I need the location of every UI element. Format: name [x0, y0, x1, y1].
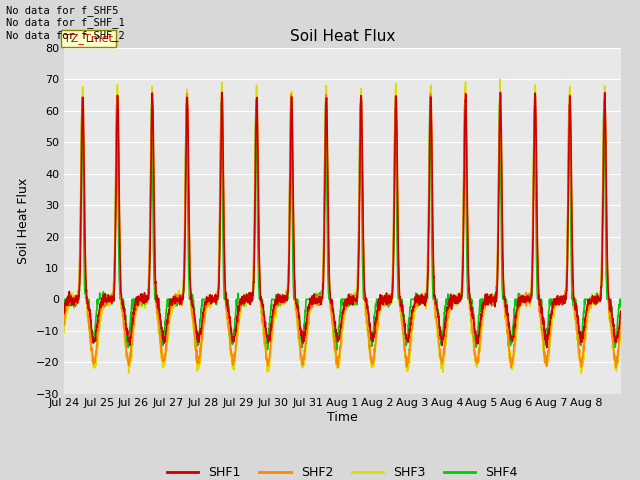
Text: No data for f_SHF5
No data for f_SHF_1
No data for f_SHF_2: No data for f_SHF5 No data for f_SHF_1 N… — [6, 5, 125, 41]
X-axis label: Time: Time — [327, 411, 358, 424]
Text: TZ_Tmet: TZ_Tmet — [64, 33, 113, 44]
Legend: SHF1, SHF2, SHF3, SHF4: SHF1, SHF2, SHF3, SHF4 — [162, 461, 523, 480]
Title: Soil Heat Flux: Soil Heat Flux — [290, 29, 395, 44]
Y-axis label: Soil Heat Flux: Soil Heat Flux — [17, 178, 30, 264]
